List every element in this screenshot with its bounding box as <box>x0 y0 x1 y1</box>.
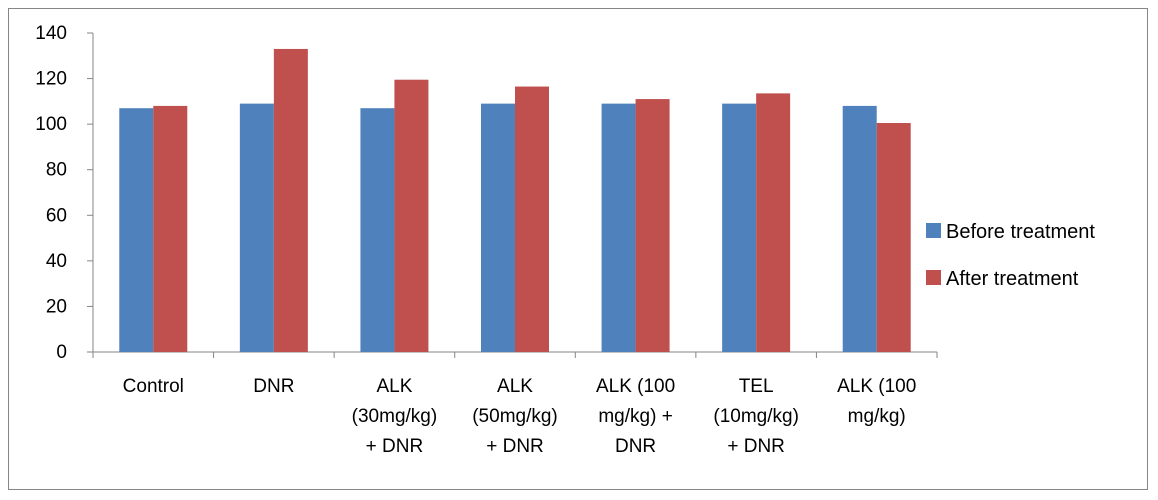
bar-after-3 <box>515 86 549 353</box>
x-category-label: (30mg/kg) <box>352 406 438 427</box>
x-category-label: ALK (100 <box>596 376 675 397</box>
bar-before-5 <box>722 103 757 352</box>
bar-after-4 <box>635 99 670 352</box>
bar-before-2 <box>360 108 395 352</box>
x-category-label: DNR <box>615 436 656 457</box>
bar-before-4 <box>601 103 636 352</box>
bar-before-3 <box>481 103 515 352</box>
y-tick-label: 20 <box>46 296 67 317</box>
x-category-label: + DNR <box>727 436 785 457</box>
legend-label: Before treatment <box>946 221 1095 243</box>
x-category-label: mg/kg) + <box>598 406 672 427</box>
bar-before-1 <box>239 103 274 352</box>
legend-label: After treatment <box>946 268 1079 290</box>
chart-legend: Before treatment After treatment <box>926 221 1095 290</box>
x-category-label: mg/kg) <box>848 406 906 427</box>
chart-bars <box>119 48 911 353</box>
bar-after-1 <box>273 48 308 352</box>
y-tick-label: 100 <box>35 114 67 135</box>
bar-before-6 <box>842 105 877 353</box>
x-category-label: ALK <box>497 376 533 397</box>
y-tick-label: 120 <box>35 69 67 90</box>
legend-swatch <box>926 270 941 285</box>
chart-labels: 0 20 40 60 80 100 120 140 Control DNR ALK (30mg/kg)… <box>35 23 916 457</box>
x-category-label: Control <box>123 376 184 397</box>
bar-after-0 <box>153 105 188 353</box>
x-category-label: ALK <box>376 376 412 397</box>
x-category-label: ALK (100 <box>837 376 916 397</box>
x-category-label: + DNR <box>486 436 544 457</box>
y-tick-label: 0 <box>56 342 67 363</box>
bar-after-6 <box>876 123 911 352</box>
bar-before-0 <box>119 108 154 352</box>
legend-swatch <box>926 223 941 238</box>
x-category-label: + DNR <box>366 436 424 457</box>
y-tick-label: 60 <box>46 205 67 226</box>
x-category-label: TEL <box>739 376 774 397</box>
y-tick-label: 40 <box>46 251 67 272</box>
y-tick-label: 80 <box>46 160 67 181</box>
x-category-label: (10mg/kg) <box>713 406 799 427</box>
bar-after-5 <box>756 93 791 352</box>
y-tick-label: 140 <box>35 23 67 44</box>
chart-container <box>8 8 1148 490</box>
x-category-label: (50mg/kg) <box>472 406 558 427</box>
bar-after-2 <box>394 79 429 352</box>
x-category-label: DNR <box>253 376 294 397</box>
